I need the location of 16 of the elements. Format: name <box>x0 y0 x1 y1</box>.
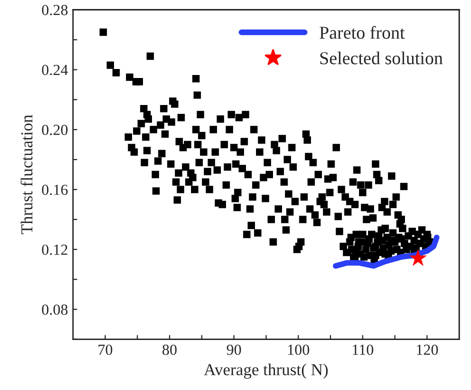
x-tick-label: 100 <box>288 344 310 355</box>
x-tick-label: 70 <box>98 344 112 355</box>
x-tick-label: 120 <box>416 344 438 355</box>
y-tick-label: 0.24 <box>42 64 68 76</box>
y-tick-label: 0.28 <box>42 4 68 16</box>
legend-label: Pareto front <box>320 26 405 39</box>
x-axis-title: Average thrust( N) <box>204 364 328 379</box>
x-tick-label: 90 <box>226 344 241 355</box>
y-tick-label: 0.08 <box>42 304 68 315</box>
y-tick-label: 0.16 <box>42 184 68 196</box>
x-tick-label: 110 <box>352 344 374 355</box>
x-tick-label: 80 <box>162 344 177 355</box>
y-axis-title: Thrust fluctuation <box>20 114 32 234</box>
legend-label: Selected solution <box>320 52 443 64</box>
y-tick-label: 0.20 <box>42 124 68 136</box>
y-tick-label: 0.12 <box>42 244 68 255</box>
